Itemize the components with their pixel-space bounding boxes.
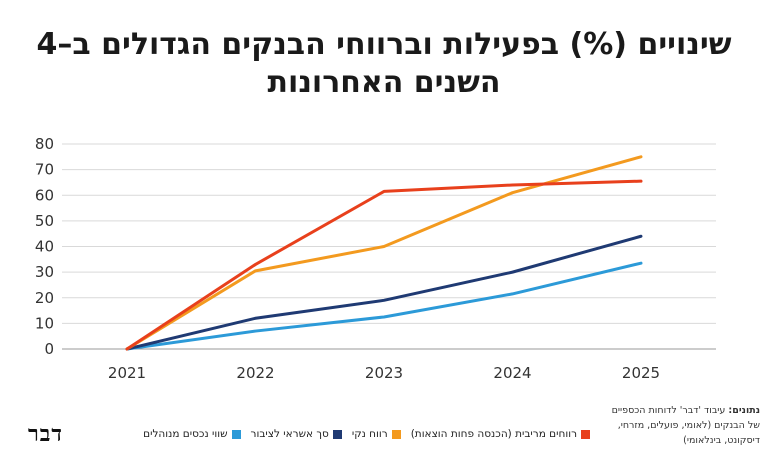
source-line-1: עיבוד 'דבר' לדוחות הכספיים: [611, 405, 726, 416]
legend-label: סך אשראי לציבור: [250, 428, 329, 440]
x-tick-label: 2024: [493, 364, 531, 382]
legend: רווחים מריבית (הכנסה פחות הוצאות) רווח נ…: [118, 428, 590, 440]
chart-title: שינויים (%) בפעילות וברווחי הבנקים הגדול…: [36, 27, 732, 100]
legend-item: סך אשראי לציבור: [251, 428, 342, 440]
series-line-3: [125, 261, 643, 351]
series-line-1: [125, 155, 643, 351]
legend-item: רווחים מריבית (הכנסה פחות הוצאות): [411, 428, 590, 440]
y-axis-ticks: 0 10 20 30 40 50 60 70 80: [35, 135, 54, 358]
legend-label: שווי נכסים מנוהלים: [143, 428, 228, 440]
x-tick-label: 2021: [108, 364, 146, 382]
source-line-3: דיסקונט, בינלאומי): [683, 435, 760, 446]
source-line-2: של הבנקים (לאומי, פועלים, מזרחי,: [617, 420, 760, 431]
x-axis-ticks: 2021 2022 2023 2024 2025: [108, 364, 660, 382]
y-tick-label: 50: [35, 212, 54, 230]
source-label: נתונים:: [728, 405, 760, 416]
legend-item: רווח נקי: [352, 428, 401, 440]
source-note: נתונים: עיבוד 'דבר' לדוחות הכספיים של הב…: [600, 403, 760, 448]
y-tick-label: 70: [35, 161, 54, 179]
x-tick-label: 2025: [622, 364, 660, 382]
brand-logo: דבר: [28, 421, 63, 447]
y-tick-label: 10: [35, 314, 54, 332]
series-lines: [125, 155, 643, 351]
y-tick-label: 60: [35, 186, 54, 204]
legend-swatch-assets: [231, 429, 241, 439]
legend-label: רווחים מריבית (הכנסה פחות הוצאות): [410, 428, 577, 440]
legend-label: רווח נקי: [351, 428, 388, 440]
legend-item: שווי נכסים מנוהלים: [143, 428, 241, 440]
legend-swatch-interest: [581, 429, 590, 439]
series-line-2: [125, 234, 643, 351]
x-tick-label: 2023: [365, 364, 403, 382]
legend-swatch-net-profit: [391, 429, 401, 439]
y-tick-label: 0: [44, 340, 54, 358]
x-tick-label: 2022: [236, 364, 274, 382]
gridlines: [62, 143, 716, 350]
y-tick-label: 30: [35, 263, 54, 281]
legend-swatch-credit: [332, 429, 342, 439]
y-tick-label: 20: [35, 289, 54, 307]
y-tick-label: 40: [35, 238, 54, 256]
y-tick-label: 80: [35, 135, 54, 153]
